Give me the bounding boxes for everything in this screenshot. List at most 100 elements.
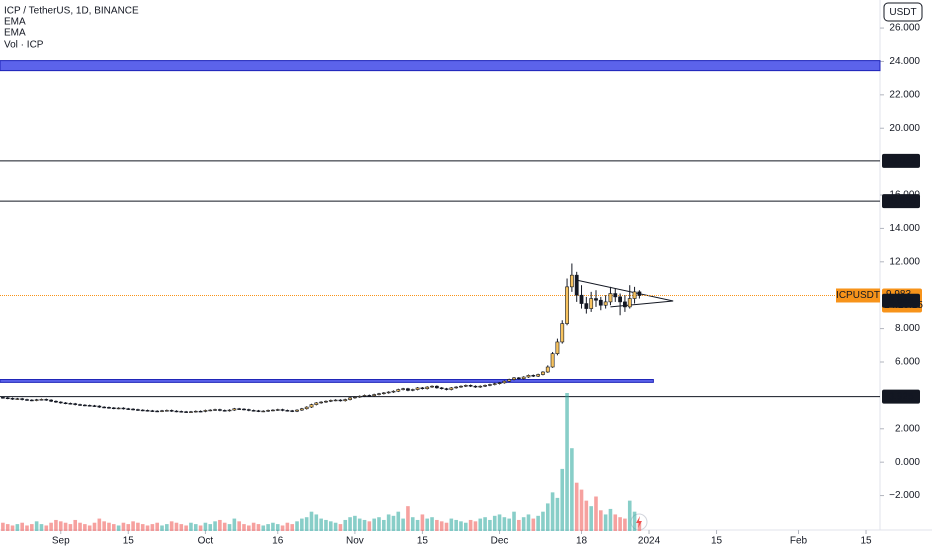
x-tick-label: 2024: [638, 536, 661, 547]
candle-body: [121, 407, 126, 410]
volume-bar: [579, 489, 584, 531]
candle-body: [598, 299, 603, 306]
volume-bar: [430, 517, 434, 531]
volume-bar: [449, 518, 454, 531]
candle-body: [92, 405, 97, 407]
volume-bar: [536, 515, 540, 531]
volume-bar: [309, 511, 314, 531]
ema-tag: [882, 293, 920, 308]
volume-bar: [439, 521, 444, 531]
volume-bar: [406, 506, 410, 531]
volume-bar: [218, 519, 222, 531]
candle-body: [285, 410, 290, 412]
candle-body: [555, 341, 560, 354]
candle-body: [618, 296, 622, 303]
volume-bar: [565, 393, 569, 531]
volume-bar: [5, 524, 10, 531]
candle-body: [343, 399, 348, 402]
candle-body: [160, 410, 164, 412]
candle-body: [541, 371, 545, 375]
volume-bar: [145, 525, 150, 531]
candle-body: [574, 274, 579, 296]
volume-bar: [502, 517, 507, 531]
candle-body: [49, 399, 54, 402]
volume-bar: [372, 518, 376, 531]
candle-body: [444, 388, 449, 390]
volume-bar: [295, 521, 299, 531]
indicator-label: Vol · ICP: [4, 40, 44, 51]
candle-body: [314, 402, 319, 405]
volume-bar: [121, 522, 126, 531]
candle-body: [271, 409, 275, 412]
candle-body: [381, 392, 386, 395]
candle-body: [232, 408, 237, 411]
volume-bar: [193, 524, 198, 531]
candle-body: [82, 404, 87, 407]
candle-body: [623, 301, 627, 308]
candle-body: [386, 391, 391, 394]
volume-bar: [136, 522, 140, 531]
level-label: 3.925: [888, 391, 913, 402]
candle-body: [569, 274, 574, 288]
candle-body: [459, 385, 463, 388]
volume-bar: [87, 525, 92, 531]
candle-body: [251, 410, 256, 412]
y-tick-label: 8.000: [895, 323, 920, 334]
x-tick-label: Nov: [346, 536, 364, 547]
candle-body: [164, 410, 169, 412]
volume-bar: [594, 496, 598, 531]
volume-bar: [497, 514, 502, 531]
candle-body: [63, 402, 68, 404]
volume-bar: [599, 510, 603, 531]
candle-body: [237, 408, 242, 410]
volume-bar: [521, 517, 526, 531]
candle-body: [473, 385, 478, 388]
symbol-tag: [836, 288, 880, 303]
volume-bar: [627, 500, 632, 531]
candle-body: [627, 298, 632, 308]
candle-body: [550, 353, 555, 368]
candle-body: [169, 410, 174, 412]
volume-bar: [492, 515, 497, 531]
x-tick-label: Oct: [198, 536, 214, 547]
candle-body: [217, 409, 222, 411]
candle-body: [488, 384, 492, 386]
x-tick-label: 15: [711, 536, 723, 547]
candle-body: [584, 303, 589, 309]
y-tick-label: −2.000: [889, 490, 920, 501]
level-tag: [882, 389, 920, 404]
x-tick-label: Dec: [491, 536, 509, 547]
candle-body: [78, 404, 82, 406]
candle-body: [299, 408, 304, 411]
volume-bar: [102, 521, 106, 531]
candle-body: [516, 377, 521, 379]
x-tick-label: Sep: [52, 536, 70, 547]
volume-bar: [459, 521, 463, 531]
candle-body: [367, 395, 372, 397]
volume-bar: [473, 521, 478, 531]
volume-bar: [63, 522, 68, 531]
candle-body: [338, 399, 343, 402]
candle-body: [275, 409, 280, 411]
volume-bar: [198, 525, 203, 531]
volume-bar: [435, 519, 439, 531]
volume-bar: [560, 468, 565, 531]
candle-body: [97, 405, 102, 408]
volume-bar: [150, 524, 155, 531]
candle-body: [410, 389, 415, 391]
currency-button[interactable]: [883, 2, 923, 22]
candle-body: [25, 399, 29, 401]
volume-bar: [425, 518, 430, 531]
volume-bar: [208, 524, 213, 531]
volume-bar: [420, 514, 425, 531]
volume-bar: [15, 524, 20, 531]
candle-body: [222, 410, 227, 412]
candle-body: [242, 408, 246, 411]
volume-bar: [574, 482, 579, 531]
candle-body: [39, 399, 44, 401]
candle-body: [391, 390, 396, 393]
volume-bar: [517, 519, 521, 531]
candle-body: [136, 409, 140, 411]
candle-body: [20, 398, 25, 400]
